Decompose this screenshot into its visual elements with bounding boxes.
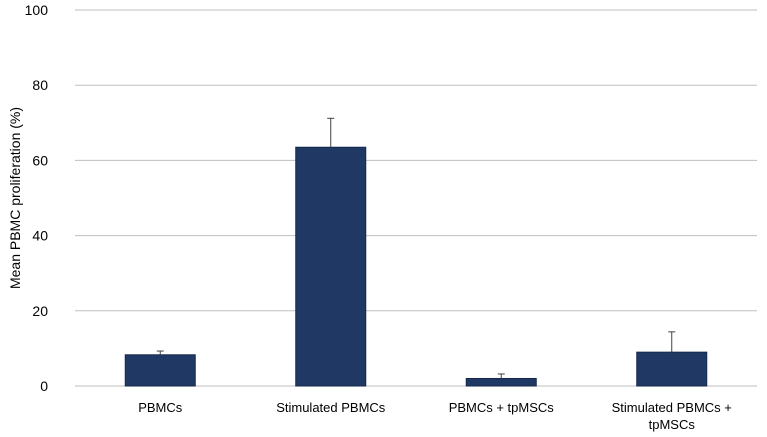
bars <box>124 146 708 387</box>
x-category-label-line: PBMCs <box>138 400 183 415</box>
x-category-label-line: Stimulated PBMCs <box>276 400 386 415</box>
x-category-label: PBMCs + tpMSCs <box>449 400 555 415</box>
x-category-label-line: Stimulated PBMCs + <box>612 400 732 415</box>
grid-lines <box>75 9 757 387</box>
bar <box>124 354 196 387</box>
bar <box>636 351 708 387</box>
y-axis-ticks: 0 20 40 60 80 100 <box>25 2 49 394</box>
bar <box>465 377 537 387</box>
y-tick-label: 40 <box>32 228 48 244</box>
y-tick-label: 0 <box>40 378 48 394</box>
y-tick-label: 60 <box>32 152 48 168</box>
bar <box>295 146 367 387</box>
y-tick-label: 20 <box>32 303 48 319</box>
y-tick-label: 100 <box>25 2 49 18</box>
x-category-label: Stimulated PBMCs + tpMSCs <box>612 400 732 432</box>
x-category-label: PBMCs <box>138 400 183 415</box>
error-bars <box>156 117 676 379</box>
x-category-label: Stimulated PBMCs <box>276 400 386 415</box>
y-tick-label: 80 <box>32 77 48 93</box>
y-axis-title: Mean PBMC proliferation (%) <box>7 107 23 289</box>
x-axis-categories: PBMCs Stimulated PBMCs PBMCs + tpMSCs Stimu… <box>138 400 732 432</box>
x-category-label-line: PBMCs + tpMSCs <box>449 400 555 415</box>
x-category-label-line: tpMSCs <box>649 417 696 432</box>
